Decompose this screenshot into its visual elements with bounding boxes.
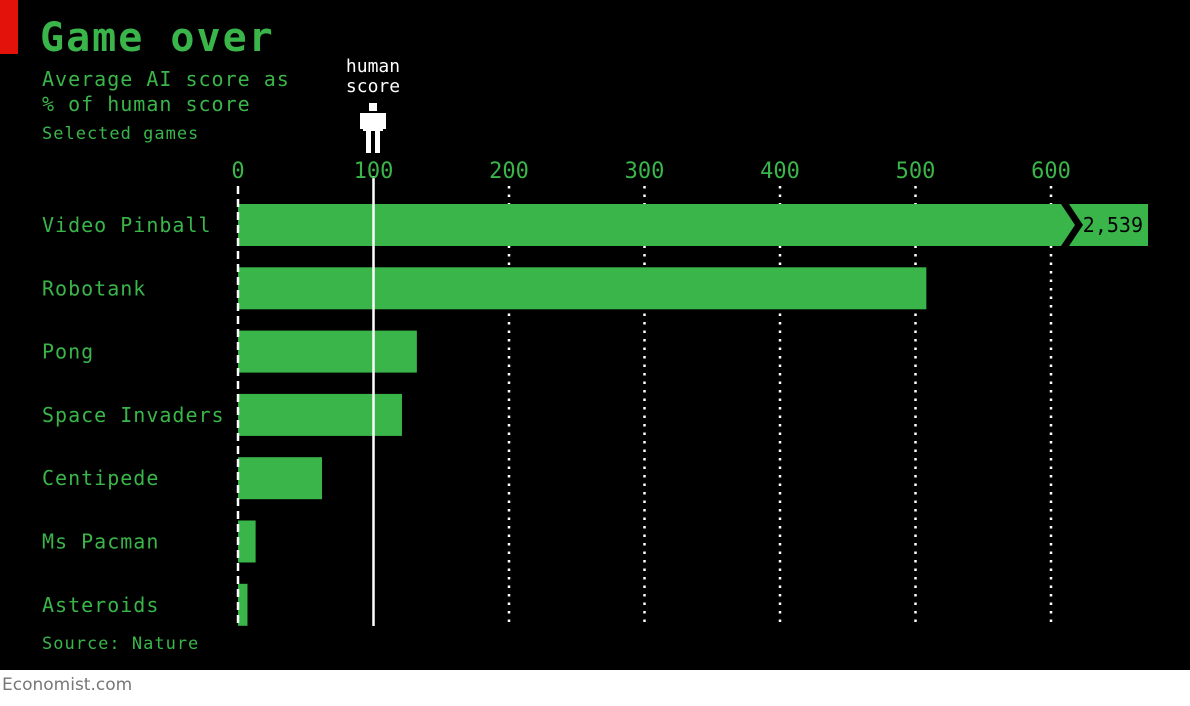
category-label: Ms Pacman [42, 530, 159, 554]
chart-subtitle-line-2: % of human score [42, 92, 251, 116]
category-label: Centipede [42, 466, 159, 490]
footer-credit: Economist.com [2, 675, 133, 695]
x-tick-label: 100 [354, 159, 394, 184]
bar [238, 393, 402, 436]
x-tick-label: 200 [489, 159, 529, 184]
x-tick-label: 0 [231, 159, 244, 184]
category-label: Space Invaders [42, 403, 225, 427]
x-tick-label: 300 [625, 159, 665, 184]
human-score-label: human score [320, 57, 426, 97]
bar [238, 583, 248, 626]
category-label: Video Pinball [42, 213, 212, 237]
chart-panel [0, 0, 1190, 670]
x-tick-label: 400 [760, 159, 800, 184]
human-score-label-line-1: human [345, 56, 401, 77]
category-label: Pong [42, 340, 94, 364]
bar [238, 330, 417, 373]
bar [238, 457, 323, 500]
chart-title: Game over [40, 15, 275, 61]
human-score-label-line-2: score [345, 76, 401, 97]
x-tick-label: 600 [1031, 159, 1071, 184]
source-note: Source: Nature [42, 634, 200, 654]
chart-subtitle-line-3: Selected games [42, 124, 200, 144]
chart-subtitle-line-1: Average AI score as [42, 67, 290, 91]
brand-tag [0, 0, 18, 54]
human-figure-icon [360, 103, 386, 153]
bar [238, 267, 927, 310]
x-tick-label: 500 [896, 159, 936, 184]
category-label: Robotank [42, 276, 146, 300]
bar [238, 520, 256, 563]
bar-overflow-segment [1069, 204, 1148, 246]
bar-chart: Video Pinball 2,539 Robotank Pong Space Inva… [42, 159, 1148, 626]
bar [238, 204, 1075, 246]
data-label: 2,539 [1083, 213, 1143, 237]
category-label: Asteroids [42, 593, 159, 617]
